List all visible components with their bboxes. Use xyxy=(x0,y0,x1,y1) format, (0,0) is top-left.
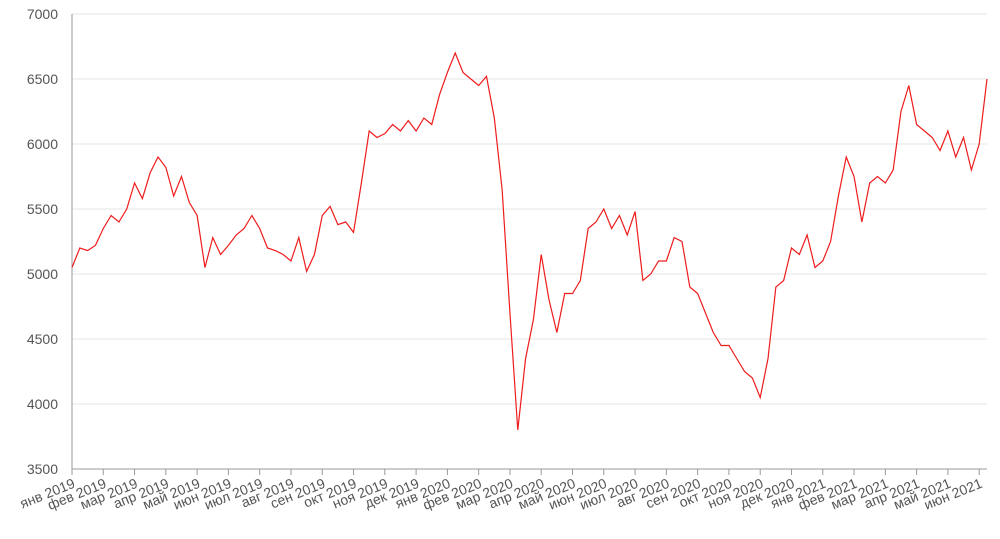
line-series xyxy=(71,51,988,431)
y-tick-label: 5000 xyxy=(27,266,58,282)
y-tick-label: 7000 xyxy=(27,6,58,22)
y-tick-label: 3500 xyxy=(27,461,58,477)
y-tick-label: 5500 xyxy=(27,201,58,217)
y-tick-label: 6000 xyxy=(27,136,58,152)
y-tick-label: 4500 xyxy=(27,331,58,347)
y-tick-label: 6500 xyxy=(27,71,58,87)
y-tick-label: 4000 xyxy=(27,396,58,412)
